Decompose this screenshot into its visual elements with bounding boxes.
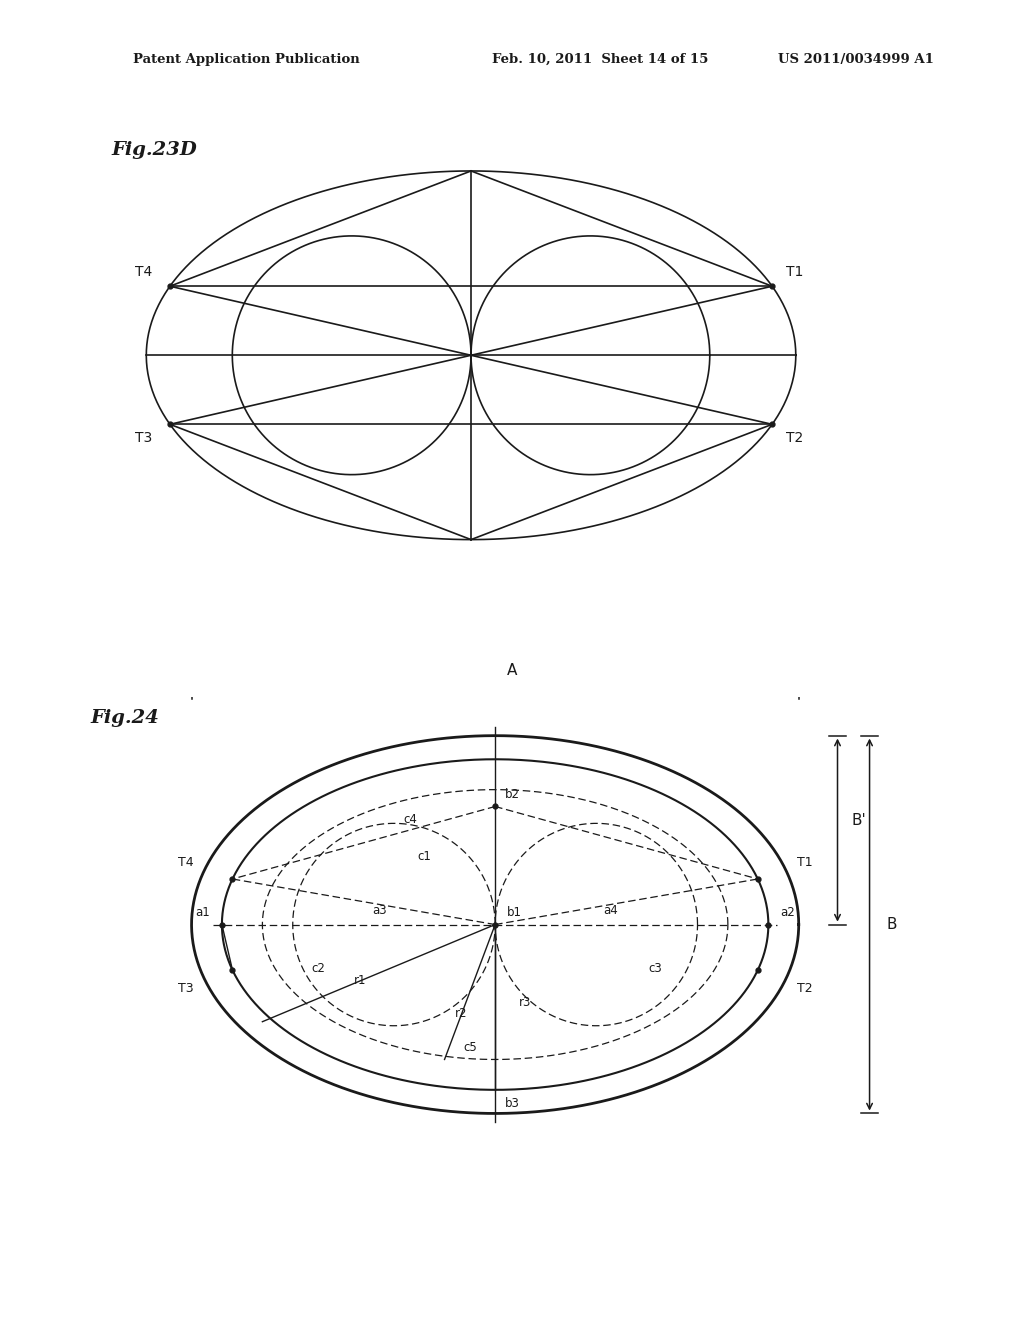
Text: US 2011/0034999 A1: US 2011/0034999 A1 [778,53,934,66]
Text: c2: c2 [311,962,325,974]
Text: c1: c1 [418,850,431,863]
Text: T1: T1 [786,265,804,280]
Text: T4: T4 [177,855,194,869]
Text: b2: b2 [505,788,520,801]
Text: a1: a1 [196,907,210,920]
Text: Fig.24: Fig.24 [90,709,159,727]
Text: r2: r2 [455,1007,468,1020]
Text: Fig.23D: Fig.23D [112,141,197,160]
Text: c5: c5 [463,1041,477,1055]
Text: B': B' [851,813,865,828]
Text: T3: T3 [177,982,194,995]
Text: a4: a4 [603,904,617,917]
Text: r1: r1 [354,974,367,986]
Text: T1: T1 [797,855,813,869]
Text: b1: b1 [507,907,522,920]
Text: T2: T2 [786,432,804,445]
Text: r3: r3 [519,995,531,1008]
Text: A: A [507,664,517,678]
Text: Patent Application Publication: Patent Application Publication [133,53,359,66]
Text: a3: a3 [373,904,387,917]
Text: c4: c4 [403,813,418,826]
Text: c3: c3 [648,962,663,974]
Text: Feb. 10, 2011  Sheet 14 of 15: Feb. 10, 2011 Sheet 14 of 15 [492,53,708,66]
Text: a2: a2 [780,907,795,920]
Text: T3: T3 [135,432,153,445]
Text: B: B [887,917,897,932]
Text: T4: T4 [135,265,153,280]
Text: b3: b3 [505,1097,520,1110]
Text: T2: T2 [797,982,813,995]
